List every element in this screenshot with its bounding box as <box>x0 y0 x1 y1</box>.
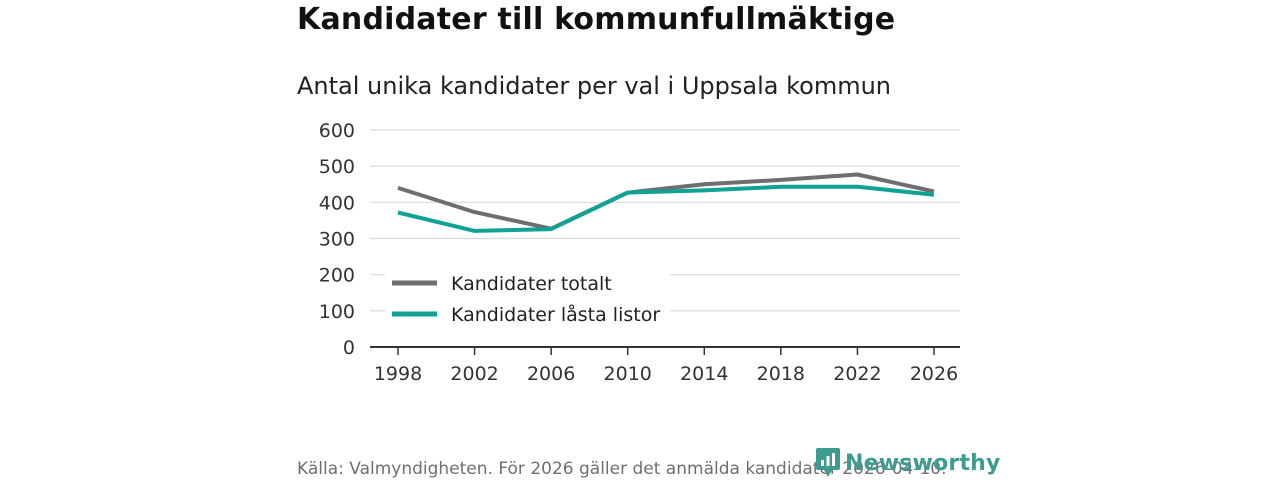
legend-label-2: Kandidater låsta listor <box>451 303 660 326</box>
newsworthy-logo[interactable]: Newsworthy <box>815 446 1001 480</box>
x-tick-label-2010: 2010 <box>604 363 652 385</box>
y-tick-label-300: 300 <box>319 229 355 251</box>
chart-title: Kandidater till kommunfullmäktige <box>297 2 896 37</box>
y-tick-label-400: 400 <box>319 192 355 214</box>
x-tick-label-2026: 2026 <box>910 363 958 385</box>
y-tick-label-200: 200 <box>319 265 355 287</box>
newsworthy-icon <box>816 448 840 477</box>
series-line-2 <box>397 184 935 233</box>
x-tick-label-2022: 2022 <box>833 363 881 385</box>
source-note: Källa: Valmyndigheten. För 2026 gäller d… <box>297 459 947 479</box>
legend-label-1: Kandidater totalt <box>451 273 612 295</box>
y-tick-label-500: 500 <box>319 156 355 178</box>
x-tick-label-2014: 2014 <box>680 363 728 385</box>
series-line-1 <box>397 172 935 231</box>
x-tick-label-2018: 2018 <box>757 363 805 385</box>
y-tick-label-600: 600 <box>319 120 355 142</box>
x-tick-label-2006: 2006 <box>527 363 575 385</box>
x-tick-label-1998: 1998 <box>374 363 422 385</box>
legend-background <box>385 268 670 328</box>
x-tick-label-2002: 2002 <box>450 363 498 385</box>
y-tick-label-100: 100 <box>319 301 355 323</box>
brand-name: Newsworthy <box>845 450 1001 476</box>
chart-subtitle: Antal unika kandidater per val i Uppsala… <box>297 72 892 100</box>
y-tick-label-0: 0 <box>343 337 355 359</box>
